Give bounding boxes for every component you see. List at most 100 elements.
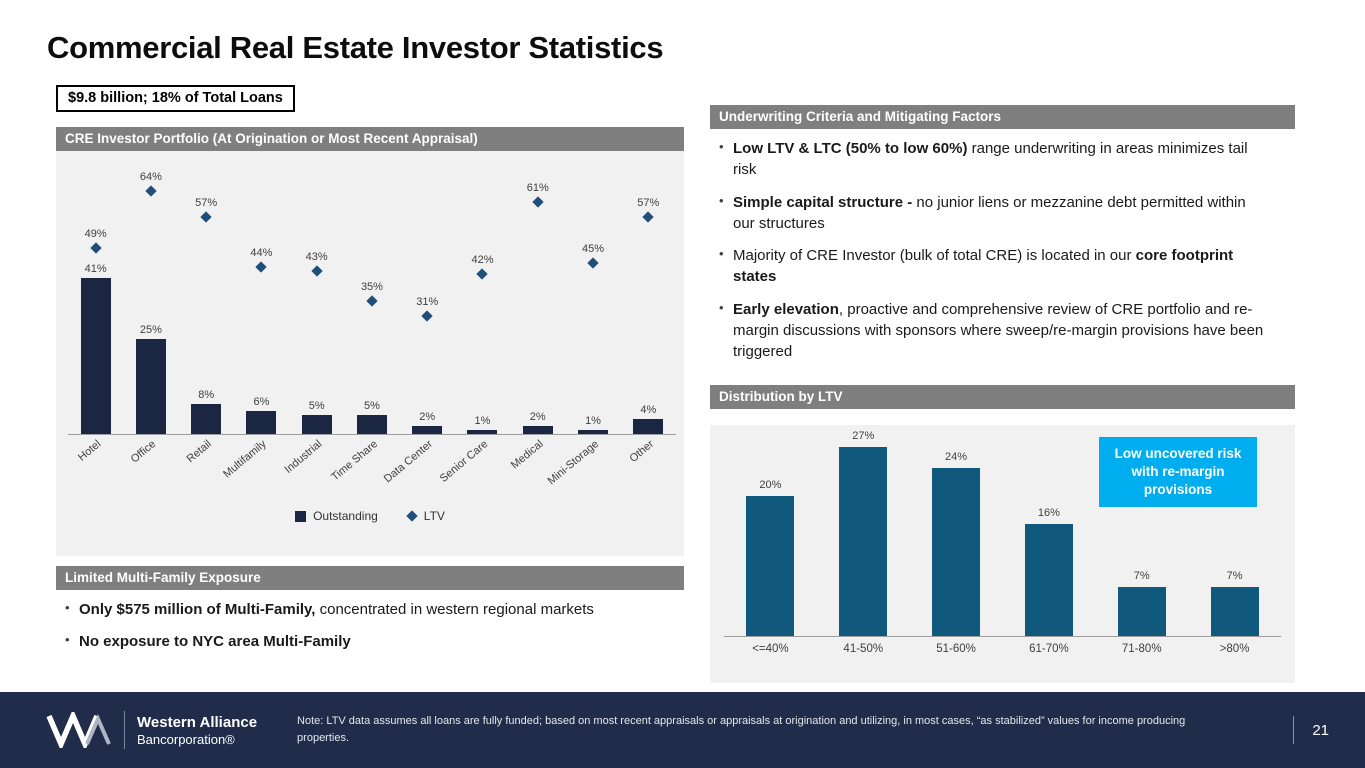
ltv-marker-icon (476, 268, 489, 281)
category-label: Office (129, 438, 159, 466)
ltv-marker-icon (311, 264, 323, 277)
outstanding-bar (301, 415, 332, 434)
company-logo: Western Alliance Bancorporation® (46, 711, 257, 749)
ltv-value-label: 35% (360, 281, 383, 293)
category-label: <=40% (752, 643, 789, 655)
ltv-marker-icon (255, 261, 268, 273)
page-title: Commercial Real Estate Investor Statisti… (47, 30, 664, 65)
portfolio-column: 8% 57% Retail (179, 167, 234, 465)
bullet-text: concentrated in western regional markets (315, 601, 594, 618)
bullet-item: Early elevation, proactive and comprehen… (718, 299, 1265, 363)
ltv-distribution-bar (1024, 524, 1073, 636)
ltv-marker-icon (421, 310, 433, 322)
category-label: Multifamily (221, 438, 270, 481)
bullet-bold-text: Only $575 million of Multi-Family, (79, 601, 316, 618)
ltv-distribution-column: 20% <=40% (724, 425, 817, 655)
bullet-text: range underwriting in areas minimizes ta… (733, 140, 1248, 179)
legend-ltv-label: LTV (423, 509, 445, 523)
ltv-value-label: 49% (84, 227, 107, 240)
legend-item-outstanding: Outstanding (295, 509, 378, 523)
outstanding-bar (412, 426, 443, 434)
ltv-distribution-bar (1117, 587, 1166, 636)
outstanding-bar (80, 278, 111, 434)
underwriting-bullets: Low LTV & LTC (50% to low 60%) range und… (710, 138, 1295, 363)
outstanding-value-label: 4% (640, 403, 657, 416)
ltv-distribution-value-label: 24% (945, 451, 968, 463)
ltv-distribution-column: 7% >80% (1188, 425, 1281, 655)
ltv-distribution-bar (839, 447, 888, 636)
ltv-value-label: 45% (582, 243, 605, 255)
multifamily-section-header: Limited Multi-Family Exposure (56, 566, 684, 590)
category-label: 41-50% (843, 643, 884, 655)
portfolio-column: 1% 42% Senior Care (438, 167, 510, 485)
ltv-distribution-value-label: 7% (1226, 570, 1243, 582)
ltv-marker-icon (587, 257, 599, 269)
ltv-value-label: 44% (250, 246, 273, 259)
category-label: Industrial (282, 438, 325, 476)
category-label: 61-70% (1029, 643, 1069, 655)
bullet-bold-text: core footprint states (733, 247, 1234, 286)
outstanding-bar (135, 339, 166, 434)
ltv-distribution-value-label: 16% (1037, 507, 1060, 519)
bullet-text: no junior liens or mezzanine debt permit… (733, 193, 1246, 232)
page-number-divider (1293, 716, 1295, 744)
bullet-bold-text: Simple capital structure - (733, 193, 913, 211)
outstanding-bar (522, 426, 553, 434)
category-label: Mini-Storage (545, 438, 601, 488)
category-label: Hotel (75, 438, 104, 464)
ltv-marker-icon (366, 295, 378, 307)
ltv-distribution-column: 7% 71-80% (1095, 425, 1188, 655)
outstanding-value-label: 5% (308, 400, 325, 412)
ltv-distribution-value-label: 7% (1133, 570, 1150, 582)
ltv-distribution-chart: 20% <=40% 27% 41-50% 24% 51-60% 16% 61-70% 7% 71-… (710, 425, 1295, 683)
outstanding-value-label: 2% (529, 411, 546, 424)
bullet-bold-text: Early elevation (733, 300, 839, 318)
logo-divider (124, 711, 125, 749)
ltv-marker-icon (200, 211, 212, 224)
outstanding-bar (578, 430, 609, 434)
ltv-distribution-bar (746, 496, 795, 636)
portfolio-section: CRE Investor Portfolio (At Origination o… (56, 127, 684, 556)
total-loans-badge: $9.8 billion; 18% of Total Loans (56, 85, 295, 112)
ltv-value-label: 61% (526, 182, 549, 195)
category-label: Senior Care (437, 438, 491, 485)
category-label: Data Center (381, 438, 435, 486)
ltv-marker-icon (642, 211, 654, 224)
outstanding-swatch-icon (295, 510, 307, 522)
ltv-value-label: 42% (471, 254, 494, 267)
bullet-bold-text: No exposure to NYC area Multi-Family (79, 633, 351, 651)
ltv-distribution-column: 16% 61-70% (1002, 425, 1095, 655)
outstanding-bar (191, 403, 222, 434)
ltv-distribution-bar (932, 468, 981, 636)
bullet-item: No exposure to NYC area Multi-Family (64, 631, 624, 652)
ltv-plot-area: 20% <=40% 27% 41-50% 24% 51-60% 16% 61-70% 7% 71-… (724, 425, 1281, 655)
ltv-value-label: 43% (305, 250, 328, 263)
category-label: 51-60% (936, 643, 976, 655)
ltv-value-label: 57% (195, 197, 218, 210)
page-number-block: 21 (1293, 716, 1329, 744)
portfolio-column: 25% 64% Office (123, 167, 178, 466)
outstanding-value-label: 2% (419, 411, 436, 424)
portfolio-column: 6% 44% Multifamily (222, 167, 289, 481)
outstanding-value-label: 8% (198, 388, 215, 401)
multifamily-bullets: Only $575 million of Multi-Family, conce… (56, 599, 684, 653)
ltv-diamond-icon (406, 510, 418, 522)
page-number: 21 (1312, 721, 1329, 739)
bullet-item: Low LTV & LTC (50% to low 60%) range und… (718, 138, 1265, 181)
footer-bar: Western Alliance Bancorporation® Note: L… (0, 692, 1365, 768)
legend-item-ltv: LTV (406, 509, 445, 523)
ltv-marker-icon (532, 196, 544, 208)
portfolio-column: 41% 49% Hotel (68, 167, 123, 464)
western-alliance-logo-icon (46, 712, 111, 748)
ltv-marker-icon (89, 242, 102, 254)
category-label: Time Share (328, 438, 380, 484)
logo-company-name: Western Alliance (137, 713, 258, 731)
category-label: >80% (1219, 643, 1250, 655)
logo-company-subname: Bancorporation® (137, 731, 235, 747)
bullet-bold-text: Low LTV & LTC (50% to low 60%) (733, 140, 968, 157)
portfolio-column: 1% 45% Mini-Storage (545, 167, 620, 487)
multifamily-section: Limited Multi-Family Exposure Only $575 … (56, 566, 684, 664)
re-margin-callout: Low uncovered risk with re-margin provis… (1099, 437, 1257, 508)
underwriting-section: Underwriting Criteria and Mitigating Fac… (710, 105, 1295, 374)
